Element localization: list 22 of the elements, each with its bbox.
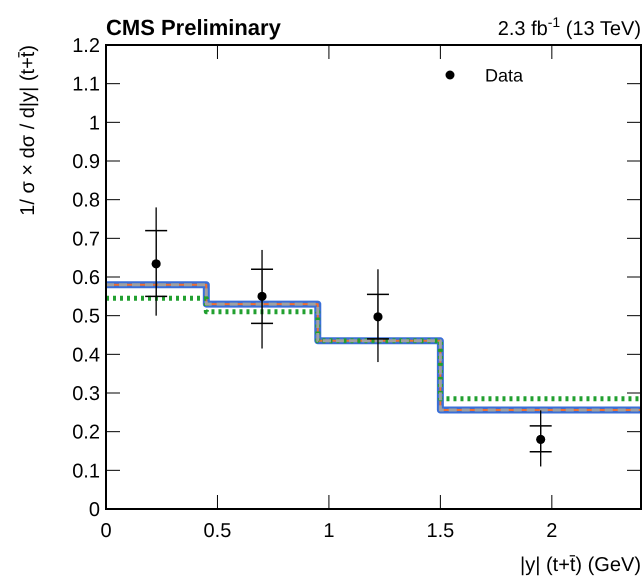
y-tick-label: 0.2 — [72, 422, 100, 444]
chart-subtitle: 2.3 fb$^{-1}$ (13 TeV) — [498, 14, 641, 40]
y-tick-label: 1.1 — [72, 74, 100, 96]
y-tick-label: 0.9 — [72, 151, 100, 173]
y-tick-label: 1.2 — [72, 35, 100, 57]
y-tick-label: 0.5 — [72, 306, 100, 328]
y-tick-label: 1 — [88, 112, 100, 134]
x-tick-label: 1 — [323, 520, 334, 542]
y-axis-title: 1/ σ × dσ / d|y| (t+t̄) — [17, 45, 39, 216]
y-tick-label: 0.7 — [72, 228, 100, 250]
chart-title: CMS Preliminary — [106, 15, 282, 40]
y-tick-label: 0.3 — [72, 383, 100, 405]
x-tick-label: 1.5 — [426, 520, 454, 542]
legend-label: Data — [485, 65, 524, 86]
y-tick-label: 0.4 — [72, 344, 100, 366]
x-axis-title: |y| (t+t̄) (GeV) — [520, 554, 641, 576]
y-tick-label: 0.8 — [72, 190, 100, 212]
x-tick-label: 0.5 — [204, 520, 232, 542]
y-tick-label: 0.1 — [72, 460, 100, 482]
y-tick-label: 0.6 — [72, 267, 100, 289]
y-tick-label: 0 — [88, 499, 100, 521]
x-tick-label: 2 — [546, 520, 558, 542]
